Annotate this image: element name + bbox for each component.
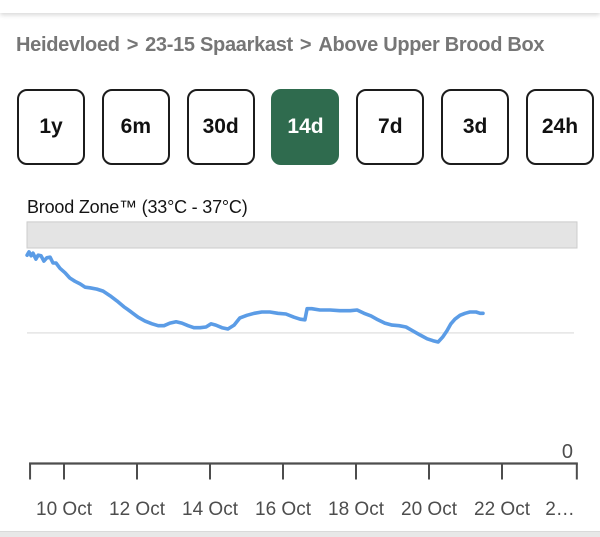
x-axis-label: 12 Oct [109, 499, 166, 520]
time-range-button-6m[interactable]: 6m [101, 89, 170, 165]
x-axis-label: 14 Oct [182, 499, 239, 520]
x-axis-label: 20 Oct [401, 499, 458, 520]
brood-zone-band [26, 221, 578, 249]
breadcrumb-item-apiary[interactable]: Heidevloed [16, 34, 120, 56]
time-range-button-24h[interactable]: 24h [525, 89, 594, 165]
x-axis-label: 22 Oct [474, 499, 531, 520]
y-axis-zero-label: 0 [562, 441, 573, 463]
time-range-button-3d[interactable]: 3d [441, 89, 510, 165]
breadcrumb-item-hive[interactable]: 23-15 Spaarkast [145, 34, 293, 56]
time-range-selector: 1y 6m 30d 14d 7d 3d 24h [17, 89, 594, 165]
chart-title: Brood Zone™ (33°C - 37°C) [27, 197, 248, 217]
time-range-button-30d[interactable]: 30d [186, 89, 255, 165]
x-axis-label: 18 Oct [328, 499, 385, 520]
x-axis-label: 10 Oct [36, 499, 93, 520]
bottom-sheet-edge [0, 531, 600, 537]
breadcrumb-separator: > [126, 34, 139, 56]
x-axis-label: 2… [545, 499, 575, 520]
breadcrumb-item-sensor[interactable]: Above Upper Brood Box [318, 34, 545, 56]
x-axis-label: 16 Oct [255, 499, 312, 520]
time-range-button-1y[interactable]: 1y [17, 89, 85, 165]
temperature-line [25, 250, 485, 344]
time-range-button-14d[interactable]: 14d [271, 89, 340, 165]
time-range-button-7d[interactable]: 7d [356, 89, 425, 165]
app-top-bar [0, 0, 600, 13]
breadcrumb-separator: > [299, 34, 312, 56]
breadcrumb: Heidevloed >23-15 Spaarkast > Above Upper B… [16, 34, 588, 57]
